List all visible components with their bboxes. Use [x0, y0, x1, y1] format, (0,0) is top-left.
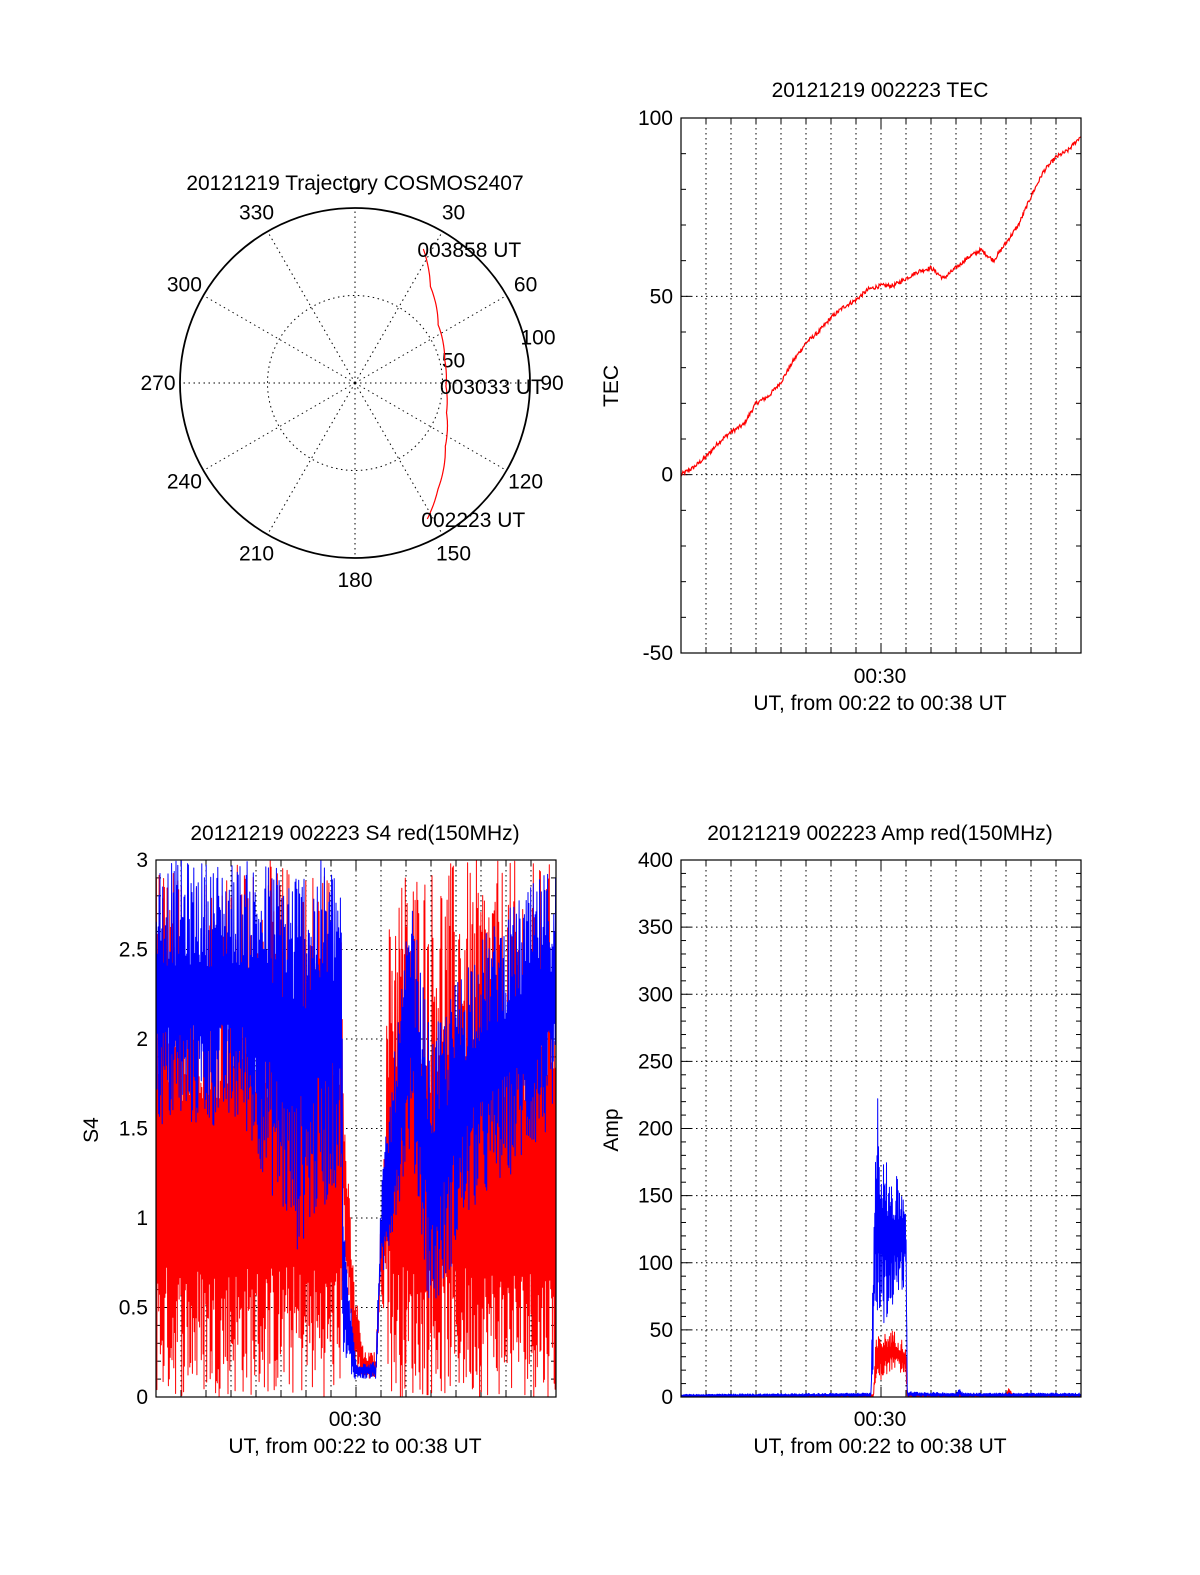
s4-chart: 20121219 002223 S4 red(150MHz) S4 00:30 …	[80, 822, 557, 1458]
polar-grid	[179, 207, 531, 559]
polar-spoke	[354, 382, 443, 535]
y-tick-label: 0.5	[119, 1297, 148, 1320]
polar-angle-label: 240	[167, 471, 202, 494]
y-tick-label: -50	[643, 642, 673, 665]
amp-title: 20121219 002223 Amp red(150MHz)	[707, 822, 1053, 845]
polar-spoke	[203, 382, 356, 471]
polar-angle-label: 300	[167, 274, 202, 297]
polar-radial-label: 50	[442, 349, 465, 372]
polar-inner-circle	[267, 295, 443, 471]
polar-angle-label: 150	[436, 543, 471, 566]
y-tick-label: 1.5	[119, 1118, 148, 1141]
blue-series-line	[680, 1098, 1082, 1398]
polar-spoke	[354, 231, 443, 384]
y-tick-label: 350	[638, 916, 673, 939]
polar-angle-label: 30	[442, 201, 465, 224]
y-tick-label: 400	[638, 849, 673, 872]
polar-radial-labels: 50 100	[442, 327, 556, 373]
y-tick-label: 0	[136, 1386, 148, 1409]
y-tick-label: 3	[136, 849, 148, 872]
tec-chart: 20121219 002223 TEC TEC 00:30 UT, from 0…	[600, 79, 1082, 715]
y-tick-label: 50	[650, 1319, 673, 1342]
s4-xlabel: UT, from 00:22 to 00:38 UT	[228, 1435, 481, 1458]
polar-time-annotation: 003858 UT	[417, 239, 521, 262]
plot-frame	[680, 117, 1082, 654]
s4-ylabel: S4	[80, 1117, 103, 1143]
tec-x-tick-label: 00:30	[854, 665, 907, 688]
y-tick-label: 50	[650, 285, 673, 308]
y-tick-label: 300	[638, 983, 673, 1006]
amp-xlabel: UT, from 00:22 to 00:38 UT	[753, 1435, 1006, 1458]
y-tick-label: 0	[661, 1386, 673, 1409]
polar-time-annotation: 002223 UT	[421, 509, 525, 532]
tec-xlabel: UT, from 00:22 to 00:38 UT	[753, 692, 1006, 715]
polar-angle-label: 180	[337, 569, 372, 592]
s4-title: 20121219 002223 S4 red(150MHz)	[190, 822, 519, 845]
tec-series-line	[680, 136, 1081, 477]
y-tick-label: 2	[136, 1028, 148, 1051]
amp-chart: 20121219 002223 Amp red(150MHz) Amp 00:3…	[600, 822, 1082, 1458]
tec-title: 20121219 002223 TEC	[772, 79, 989, 102]
polar-angle-label: 270	[140, 372, 175, 395]
polar-spoke	[203, 295, 356, 384]
s4-x-tick-label: 00:30	[329, 1408, 382, 1431]
polar-title: 20121219 Trajectory COSMOS2407	[186, 172, 523, 195]
polar-angle-label: 60	[514, 274, 537, 297]
polar-outer-circle	[179, 207, 531, 559]
y-tick-label: 1	[136, 1207, 148, 1230]
polar-trajectory-chart: 20121219 Trajectory COSMOS2407 0 30 60 90 12…	[140, 172, 563, 592]
amp-ylabel: Amp	[600, 1108, 623, 1151]
plot-frame	[680, 859, 1082, 1398]
amp-x-tick-label: 00:30	[854, 1408, 907, 1431]
polar-angle-label: 330	[239, 201, 274, 224]
polar-annotations: 003858 UT 003033 UT 002223 UT	[417, 239, 544, 532]
tec-ylabel: TEC	[600, 365, 623, 407]
y-tick-label: 150	[638, 1185, 673, 1208]
polar-angle-label: 120	[508, 471, 543, 494]
polar-angle-label: 90	[540, 372, 563, 395]
polar-spoke	[354, 382, 507, 471]
plot-frame	[155, 859, 557, 1398]
y-tick-label: 0	[661, 464, 673, 487]
polar-angle-labels: 0 30 60 90 120 150 180 210 240 270 300 330	[140, 175, 563, 592]
y-tick-label: 2.5	[119, 939, 148, 962]
polar-spoke	[267, 231, 356, 384]
polar-track	[422, 248, 449, 520]
polar-spoke	[354, 295, 507, 384]
y-tick-label: 200	[638, 1118, 673, 1141]
y-tick-label: 100	[638, 107, 673, 130]
polar-time-annotation: 003033 UT	[440, 376, 544, 399]
polar-track-line	[422, 248, 449, 520]
polar-spoke	[267, 382, 356, 535]
blue-series-line	[155, 859, 557, 1380]
polar-angle-label: 0	[349, 175, 361, 198]
y-tick-label: 250	[638, 1050, 673, 1073]
y-tick-label: 100	[638, 1252, 673, 1275]
polar-angle-label: 210	[239, 543, 274, 566]
red-series-line	[155, 859, 557, 1398]
polar-radial-label: 100	[521, 327, 556, 350]
